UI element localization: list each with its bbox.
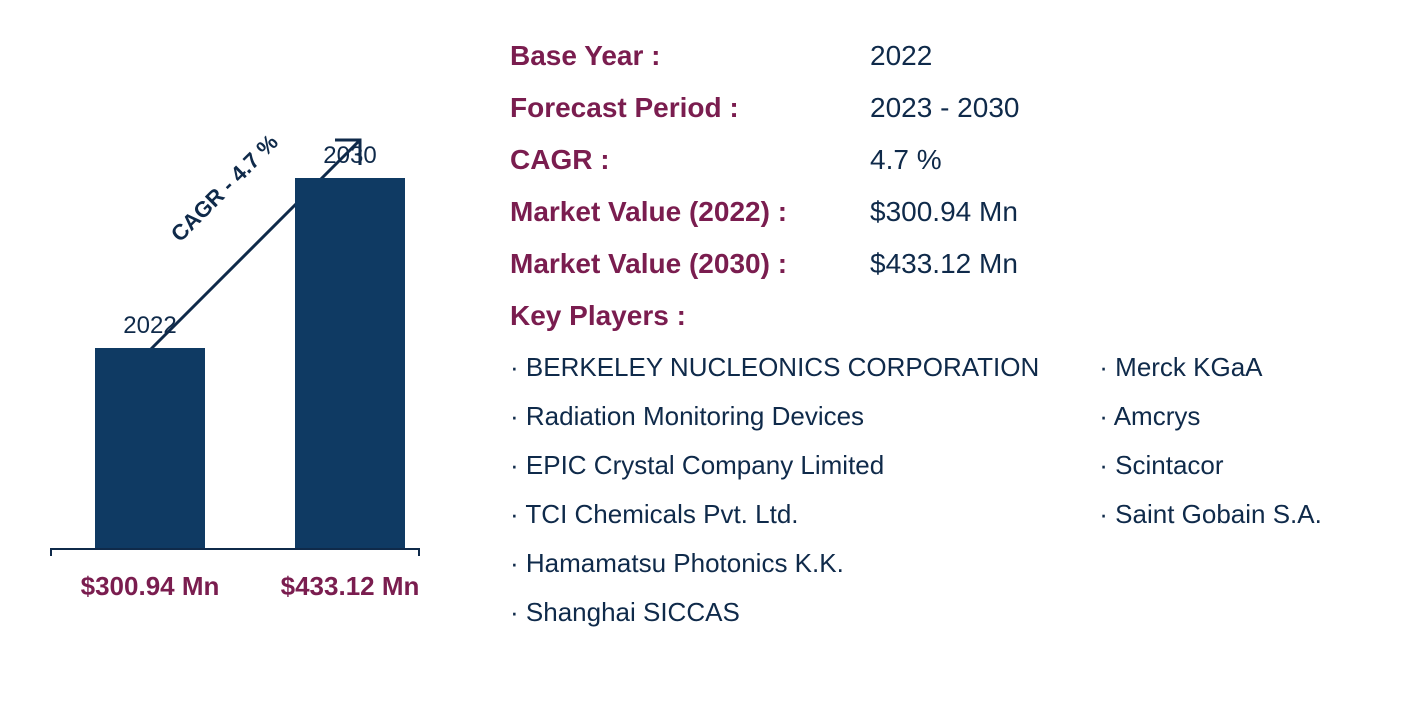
bar-value-2030: $433.12 Mn (260, 571, 440, 602)
detail-value: 2023 - 2030 (870, 92, 1019, 124)
player-item: · Hamamatsu Photonics K.K. (510, 548, 1039, 579)
details-rows: Base Year :2022Forecast Period :2023 - 2… (510, 40, 1373, 280)
detail-label: Forecast Period : (510, 92, 870, 124)
bullet-icon: · (1099, 499, 1115, 529)
player-name: TCI Chemicals Pvt. Ltd. (525, 499, 798, 529)
detail-row: Market Value (2022) :$300.94 Mn (510, 196, 1373, 228)
player-name: Merck KGaA (1115, 352, 1262, 382)
bullet-icon: · (1099, 352, 1115, 382)
bullet-icon: · (510, 548, 526, 578)
bar-year-label: 2022 (95, 312, 205, 340)
player-name: Amcrys (1114, 401, 1201, 431)
bar-rect (295, 178, 405, 548)
bar-chart: CAGR - 4.7 % 2022 2030 $300.94 Mn $433.1… (50, 30, 450, 682)
player-item: · Scintacor (1099, 450, 1322, 481)
bullet-icon: · (510, 401, 526, 431)
chart-axis: 2022 2030 (50, 130, 420, 550)
player-name: Radiation Monitoring Devices (526, 401, 864, 431)
label-colon: : (669, 300, 686, 331)
players-column: · Merck KGaA· Amcrys· Scintacor· Saint G… (1099, 352, 1322, 646)
player-item: · BERKELEY NUCLEONICS CORPORATION (510, 352, 1039, 383)
detail-value: $433.12 Mn (870, 248, 1018, 280)
bar-2030: 2030 (295, 178, 405, 548)
player-name: Hamamatsu Photonics K.K. (526, 548, 844, 578)
player-name: EPIC Crystal Company Limited (526, 450, 884, 480)
bullet-icon: · (510, 499, 525, 529)
bullet-icon: · (510, 352, 526, 382)
bar-year-label: 2030 (295, 142, 405, 170)
bullet-icon: · (1099, 450, 1115, 480)
player-item: · EPIC Crystal Company Limited (510, 450, 1039, 481)
key-players-heading: Key Players : (510, 300, 1373, 332)
player-item: · Amcrys (1099, 401, 1322, 432)
bar-2022: 2022 (95, 348, 205, 548)
bullet-icon: · (1099, 401, 1113, 431)
bar-value-2022: $300.94 Mn (60, 571, 240, 602)
bar-rect (95, 348, 205, 548)
key-players-list: · BERKELEY NUCLEONICS CORPORATION· Radia… (510, 352, 1373, 646)
player-item: · Merck KGaA (1099, 352, 1322, 383)
detail-label: Market Value (2022) : (510, 196, 870, 228)
detail-value: 4.7 % (870, 144, 942, 176)
axis-tick (418, 548, 420, 556)
bullet-icon: · (510, 450, 526, 480)
infographic-container: CAGR - 4.7 % 2022 2030 $300.94 Mn $433.1… (0, 0, 1413, 712)
detail-row: Forecast Period :2023 - 2030 (510, 92, 1373, 124)
player-name: Saint Gobain S.A. (1115, 499, 1322, 529)
bullet-icon: · (510, 597, 526, 627)
player-name: Shanghai SICCAS (526, 597, 740, 627)
detail-value: 2022 (870, 40, 932, 72)
player-item: · Shanghai SICCAS (510, 597, 1039, 628)
chart-inner: CAGR - 4.7 % 2022 2030 $300.94 Mn $433.1… (50, 60, 420, 620)
detail-row: Market Value (2030) :$433.12 Mn (510, 248, 1373, 280)
detail-row: CAGR :4.7 % (510, 144, 1373, 176)
detail-label: Base Year : (510, 40, 870, 72)
details-panel: Base Year :2022Forecast Period :2023 - 2… (450, 30, 1373, 682)
detail-value: $300.94 Mn (870, 196, 1018, 228)
player-name: BERKELEY NUCLEONICS CORPORATION (526, 352, 1039, 382)
player-item: · Saint Gobain S.A. (1099, 499, 1322, 530)
player-name: Scintacor (1115, 450, 1223, 480)
detail-row: Base Year :2022 (510, 40, 1373, 72)
player-item: · Radiation Monitoring Devices (510, 401, 1039, 432)
axis-tick (50, 548, 52, 556)
detail-label: CAGR : (510, 144, 870, 176)
players-column: · BERKELEY NUCLEONICS CORPORATION· Radia… (510, 352, 1039, 646)
player-item: · TCI Chemicals Pvt. Ltd. (510, 499, 1039, 530)
detail-label: Market Value (2030) : (510, 248, 870, 280)
